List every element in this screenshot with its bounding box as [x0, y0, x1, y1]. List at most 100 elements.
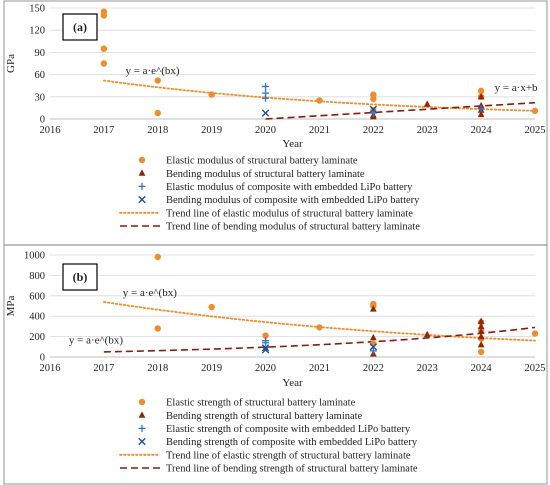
panel-b-data-point — [423, 330, 431, 338]
panel-b-x-tick-label: 2020 — [255, 363, 276, 374]
panel-b-legend-marker — [138, 424, 146, 432]
panel-a-data-point — [369, 109, 377, 117]
panel-a-legend-label: Bending modulus of structural battery la… — [166, 169, 365, 180]
panel-a-x-tick-label: 2017 — [93, 125, 114, 136]
panel-b-x-tick-label: 2024 — [471, 363, 493, 374]
panel-a-x-tick-label: 2024 — [471, 125, 493, 136]
panel-b-x-tick-label: 2017 — [93, 363, 114, 374]
panel-b-data-point — [208, 303, 215, 311]
panel-b-y-tick-label: 600 — [29, 291, 45, 302]
panel-b-frame — [3, 244, 548, 485]
panel-a-data-point — [477, 87, 485, 95]
panel-b-x-tick-label: 2018 — [147, 363, 168, 374]
panel-b-data-point — [477, 332, 485, 340]
panel-b-label: (b) — [73, 270, 88, 284]
panel-b-series-4 — [261, 343, 378, 354]
panel-a-data-point — [423, 100, 431, 107]
panel-b-data-point — [477, 340, 485, 348]
panel-a-x-axis-label: Year — [282, 138, 303, 150]
panel-b-legend-label: Bending strength of composite with embed… — [166, 437, 418, 448]
panel-a-y-tick-label: 30 — [35, 92, 46, 103]
panel-b-legend-marker — [138, 398, 146, 406]
panel-a-series-4 — [261, 105, 378, 117]
panel-a-y-tick-label: 60 — [35, 70, 46, 81]
panel-a-legend-entry: Trend line of bending modulus of structu… — [120, 222, 420, 233]
panel-a-legend-marker — [138, 169, 146, 176]
panel-b-series-2 — [369, 305, 485, 357]
panel-b-x-tick-label: 2025 — [525, 363, 546, 374]
panel-b-legend-marker — [138, 437, 146, 446]
panel-b-series-3 — [262, 337, 377, 355]
panel-b-x-tick-label: 2019 — [201, 363, 222, 374]
panel-b-data-point — [316, 324, 323, 331]
panel-a-series-3 — [262, 82, 485, 117]
panel-a-data-point — [370, 91, 377, 98]
panel-b-equation-annotation: y = a·e^(bx) — [69, 335, 123, 347]
panel-a-legend-label: Bending modulus of composite with embedd… — [166, 195, 420, 206]
panel-b-legend-entry: Trend line of elastic strength of struct… — [119, 450, 411, 461]
panel-a-legend-entry: Trend line of elastic modulus of structu… — [119, 208, 413, 219]
panel-b-x-tick-label: 2022 — [363, 363, 384, 374]
panel-b-data-point — [261, 344, 270, 352]
panel-b-legend-entry: Trend line of bending strength of struct… — [120, 464, 418, 475]
panel-b-legend-entry: Bending strength of composite with embed… — [138, 437, 418, 448]
panel-a-data-point — [154, 77, 161, 84]
panel-b-data-point — [531, 330, 539, 337]
panel-b-data-point — [477, 348, 485, 356]
panel-b-legend-label: Trend line of elastic strength of struct… — [166, 450, 411, 461]
panel-a-data-point — [262, 94, 270, 102]
panel-a-y-tick-label: 0 — [40, 115, 45, 126]
panel-a-data-point — [369, 105, 378, 114]
panel-b-x-tick-label: 2016 — [40, 363, 61, 374]
panel-b-legend-entry: Elastic strength of composite with embed… — [138, 424, 411, 435]
panel-a-legend-label: Trend line of elastic modulus of structu… — [166, 208, 413, 219]
panel-a-data-point — [477, 105, 485, 113]
panel-a-legend-label: Elastic modulus of composite with embedd… — [166, 182, 413, 193]
panel-b-data-point — [369, 347, 377, 355]
panel-a-data-point — [531, 107, 539, 115]
panel-a-x-tick-label: 2025 — [525, 125, 546, 136]
panel-b-y-tick-label: 800 — [29, 271, 45, 282]
panel-b-data-point — [262, 332, 269, 339]
panel-a-legend-label: Elastic modulus of structural battery la… — [166, 156, 358, 167]
panel-b-y-tick-label: 400 — [29, 312, 45, 323]
panel-b-legend-label: Bending strength of structural battery l… — [166, 411, 363, 422]
panel-b-y-tick-label: 0 — [40, 353, 45, 364]
panel-b-data-point — [369, 333, 377, 341]
panel-a-data-point — [154, 109, 161, 117]
panel-a-legend-entry: Bending modulus of composite with embedd… — [138, 195, 420, 206]
panel-b-series-1 — [154, 253, 539, 356]
panel-b-data-point — [261, 346, 270, 354]
panel-b-data-point — [369, 343, 378, 351]
panel-b-data-point — [369, 305, 377, 312]
panel-a-data-point — [100, 60, 108, 67]
panel-b-data-point — [477, 322, 485, 329]
panel-a-x-tick-label: 2020 — [255, 125, 276, 136]
panel-b-y-axis-label: MPa — [5, 295, 17, 316]
panel-b-data-point — [477, 317, 485, 324]
panel-b-data-point — [477, 327, 485, 335]
panel-a-legend-entry: Elastic modulus of structural battery la… — [138, 156, 358, 167]
panel-a-x-tick-label: 2016 — [40, 125, 61, 136]
panel-a-data-point — [477, 110, 485, 118]
panel-a-data-point — [316, 97, 323, 104]
panel-b-x-axis-label: Year — [282, 377, 303, 389]
panel-a-series-1 — [100, 8, 539, 117]
panel-a-data-point — [370, 95, 377, 103]
panel-b-legend-entry: Elastic strength of structural battery l… — [138, 398, 356, 409]
panel-b-data-point — [154, 253, 161, 261]
panel-b-equation-annotation: y = a·e^(bx) — [123, 287, 177, 299]
panel-a-data-point — [208, 91, 215, 98]
panel-a-data-point — [100, 45, 108, 52]
panel-b-legend-label: Elastic strength of composite with embed… — [166, 424, 411, 435]
panel-a-trendline-2 — [265, 101, 536, 120]
panel-a-legend-marker — [138, 195, 146, 204]
panel-b-x-tick-label: 2023 — [417, 363, 438, 374]
panel-b-legend-label: Trend line of bending strength of struct… — [166, 464, 418, 475]
panel-a-legend-entry: Bending modulus of structural battery la… — [138, 169, 365, 180]
panel-a-y-tick-label: 90 — [35, 48, 46, 59]
panel-a-label: (a) — [73, 20, 87, 34]
panel-a-data-point — [477, 93, 485, 100]
panel-b-x-tick-label: 2021 — [309, 363, 330, 374]
